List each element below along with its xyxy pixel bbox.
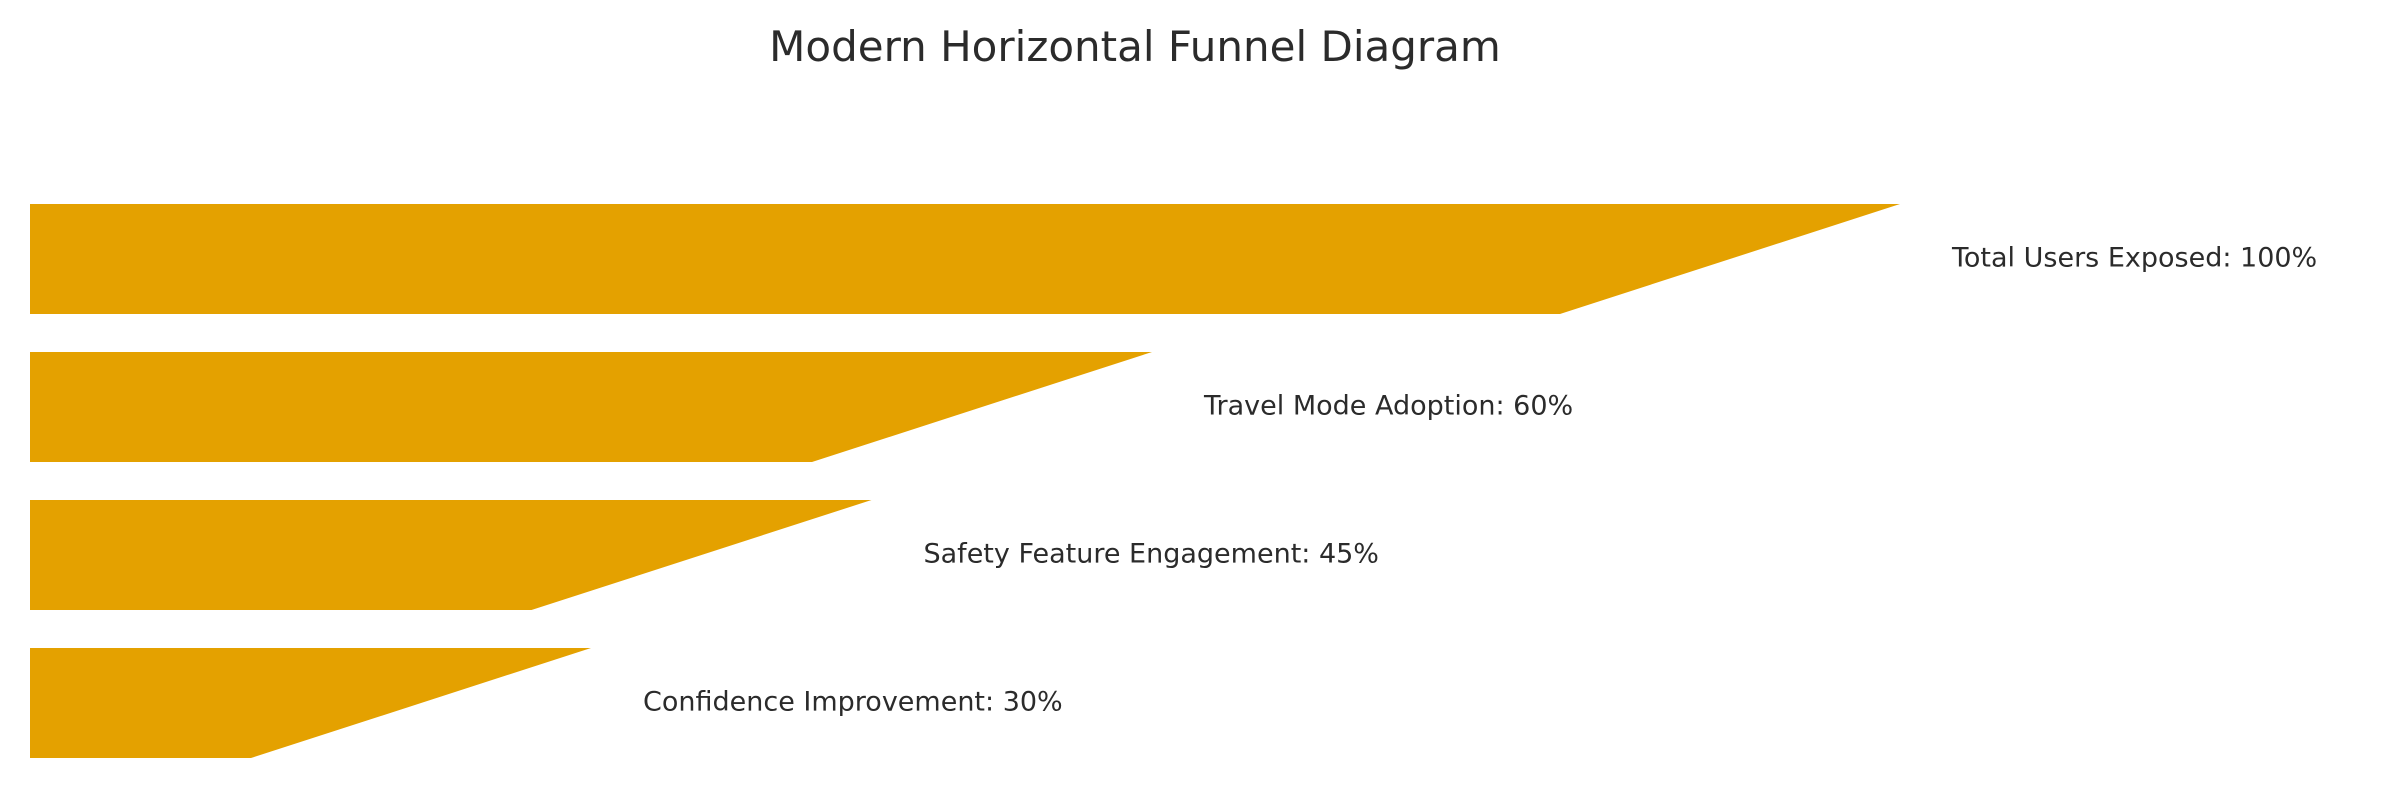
chart-title: Modern Horizontal Funnel Diagram [769, 22, 1501, 71]
funnel-stage-label-4: Confidence Improvement: 30% [643, 687, 1063, 718]
funnel-stage-label-1: Total Users Exposed: 100% [1951, 243, 2317, 274]
funnel-stage-label-2: Travel Mode Adoption: 60% [1203, 391, 1573, 422]
funnel-stage-1 [30, 204, 1900, 314]
funnel-stage-3 [30, 500, 872, 610]
funnel-stage-4 [30, 648, 591, 758]
funnel-stage-label-3: Safety Feature Engagement: 45% [924, 539, 1379, 570]
funnel-stage-2 [30, 352, 1152, 462]
